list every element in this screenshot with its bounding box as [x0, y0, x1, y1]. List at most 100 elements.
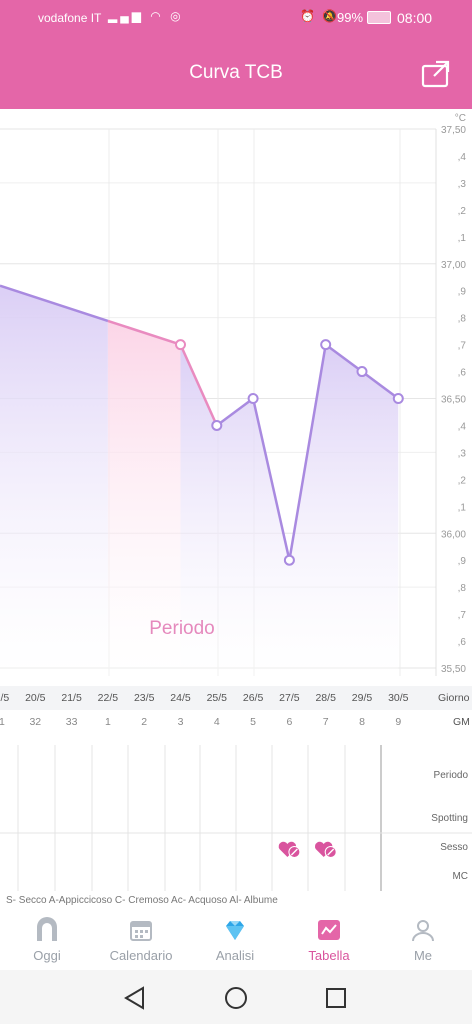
y-tick-label: ,6 [458, 368, 467, 379]
y-tick-label: 37,50 [441, 125, 466, 136]
data-point [356, 366, 368, 378]
y-tick-label: ,9 [458, 556, 467, 567]
y-tick-label: ,8 [458, 583, 467, 594]
tab-analisi-label: Analisi [215, 948, 255, 963]
series-line-segment [251, 398, 291, 561]
mucus-legend: S- Secco A-Appiccicoso C- Cremoso Ac- Ac… [6, 895, 278, 906]
back-icon[interactable] [120, 983, 150, 1013]
tab-calendario[interactable]: Calendario [94, 912, 188, 970]
tab-tabella-label: Tabella [308, 948, 350, 963]
diamond-icon [226, 921, 244, 940]
date-cell: 21/5 [61, 692, 82, 704]
signal-wifi-icons: ▂▄▆ ◠ ◎ [108, 9, 184, 23]
tab-me[interactable]: Me [376, 912, 470, 970]
date-cell: 24/5 [170, 692, 191, 704]
observations-grid[interactable]: Periodo Spotting Sesso MC [0, 745, 472, 893]
date-cell: 19/5 [0, 692, 10, 704]
y-tick-label: ,4 [458, 421, 467, 432]
y-tick-label: 37,00 [441, 260, 466, 271]
page-title: Curva TCB [189, 62, 283, 83]
cycle-day-cell: 1 [104, 716, 111, 728]
cycle-day-cell: 33 [65, 716, 78, 728]
y-tick-label: 36,00 [441, 529, 466, 540]
series-line-segment [179, 344, 218, 426]
data-point [320, 339, 332, 351]
y-tick-label: ,7 [458, 341, 467, 352]
y-tick-label: ,3 [458, 179, 467, 190]
observations-grid-svg [0, 745, 472, 891]
cycle-day-row-label: GM [453, 716, 470, 728]
battery-percent: 99% [337, 10, 364, 25]
status-time: 08:00 [397, 10, 433, 26]
tab-calendario-label: Calendario [109, 948, 173, 963]
series-line-segment [324, 343, 363, 373]
y-tick-label: 36,50 [441, 395, 466, 406]
cycle-day-cell: 6 [286, 716, 293, 728]
period-label: Periodo [149, 618, 215, 639]
date-cell: 25/5 [206, 692, 228, 704]
cycle-day-cell: 8 [359, 716, 365, 728]
cycle-day-cell: 5 [250, 716, 257, 728]
date-row-label: Giorno [438, 692, 470, 704]
alarm-mute-icons: ⏰ 🔕 [300, 9, 340, 23]
series-line-segment [107, 319, 181, 346]
y-tick-label: ,6 [458, 637, 467, 648]
date-cell: 28/5 [315, 692, 336, 704]
bbt-chart[interactable]: 37,50 ,4 ,3 ,2 ,1 37,00 ,9 ,8 ,7 ,6 36,50 ,4 ,3 ,2 ,1 3… [0, 110, 472, 685]
data-point [175, 339, 186, 351]
date-cell: 29/5 [351, 692, 373, 704]
series-line-segment [361, 370, 400, 400]
pre-period-fill [0, 285, 108, 676]
obs-label-mucus: MC [452, 871, 468, 882]
cycle-day-cell: 32 [29, 716, 42, 728]
date-cell: 20/5 [25, 692, 46, 704]
date-row: Giorno 19/5 20/5 21/5 22/5 23/5 24/5 25/5 26/5 2… [0, 686, 472, 710]
tab-oggi[interactable]: Oggi [0, 912, 94, 970]
tab-me-label: Me [413, 948, 433, 963]
share-export-icon [421, 60, 450, 88]
y-tick-label: ,2 [458, 475, 467, 486]
chart-icon [318, 920, 340, 940]
cycle-day-cell: 2 [141, 716, 148, 728]
app-header: vodafone IT ▂▄▆ ◠ ◎ ⏰ 🔕 99% 08:00 Curva … [0, 0, 472, 109]
series-line-segment [0, 284, 109, 323]
heart-pill-icon[interactable] [314, 841, 337, 858]
system-nav-bar [0, 970, 472, 1024]
cycle-day-cell: 7 [322, 716, 329, 728]
cycle-day-cell: 3 [177, 716, 184, 728]
person-icon [412, 920, 434, 942]
date-cell: 26/5 [242, 692, 264, 704]
calendar-icon [130, 921, 152, 941]
today-icon [37, 917, 57, 941]
y-tick-label: ,3 [458, 448, 467, 459]
share-button[interactable] [420, 58, 452, 90]
y-tick-label: 35,50 [441, 664, 466, 675]
data-point [283, 554, 295, 566]
obs-label-period: Periodo [433, 770, 468, 781]
y-tick-label: ,9 [458, 287, 467, 298]
y-tick-label: ,1 [458, 233, 467, 244]
y-tick-label: ,1 [458, 502, 467, 513]
recents-icon[interactable] [321, 983, 351, 1013]
tab-tabella[interactable]: Tabella [282, 912, 376, 970]
cycle-day-cell: 4 [213, 716, 220, 728]
tab-oggi-label: Oggi [33, 948, 61, 963]
post-period-fill [180, 344, 399, 676]
y-tick-label: ,8 [458, 314, 467, 325]
obs-label-spotting: Spotting [431, 813, 468, 824]
obs-label-sex: Sesso [440, 842, 468, 853]
y-tick-label: ,7 [458, 610, 467, 621]
heart-pill-icon[interactable] [278, 841, 301, 858]
data-point [392, 393, 404, 404]
tab-analisi[interactable]: Analisi [188, 912, 282, 970]
bottom-tab-bar: Oggi Calendario Analisi Tabella Me [0, 912, 472, 970]
series-line-segment [288, 344, 327, 561]
date-cell: 22/5 [97, 692, 119, 704]
status-bar: vodafone IT ▂▄▆ ◠ ◎ ⏰ 🔕 99% 08:00 [0, 0, 472, 36]
y-unit-label: °C [455, 113, 466, 124]
home-icon[interactable] [221, 983, 251, 1013]
bbt-chart-svg: 37,50 ,4 ,3 ,2 ,1 37,00 ,9 ,8 ,7 ,6 36,50 ,4 ,3 ,2 ,1 3… [0, 113, 467, 676]
cycle-day-cell: 9 [395, 716, 402, 728]
series-line-segment [216, 397, 254, 427]
date-cell: 30/5 [388, 692, 409, 704]
